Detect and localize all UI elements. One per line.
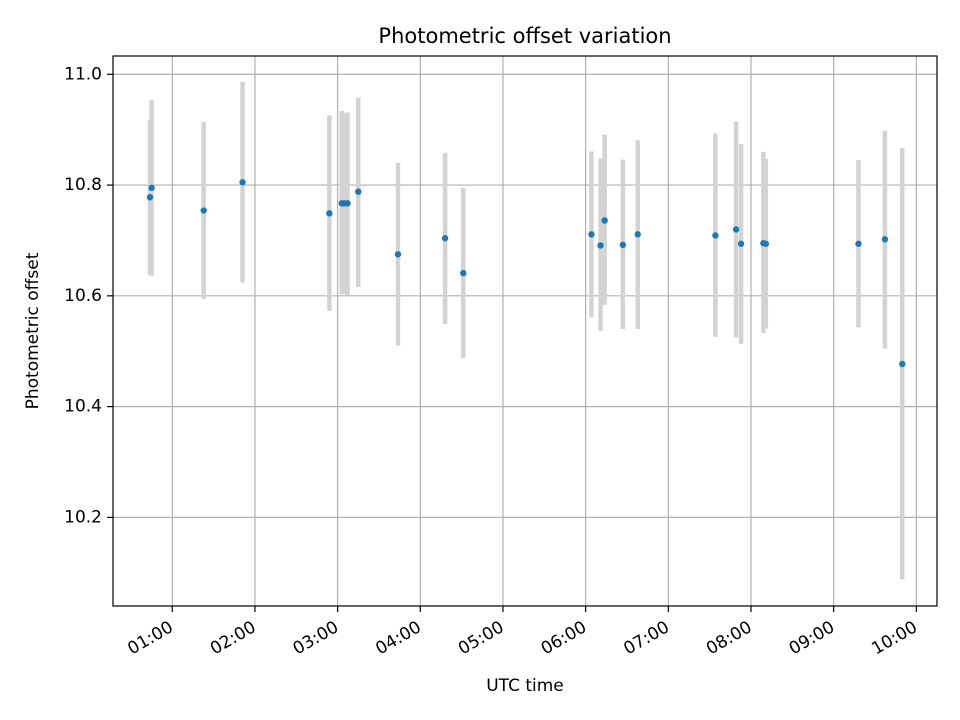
y-tick-label: 11.0 [64, 64, 102, 84]
data-point [355, 188, 362, 195]
y-tick-label: 10.4 [64, 397, 102, 417]
y-tick-label: 10.2 [64, 507, 102, 527]
data-point [588, 231, 595, 238]
data-point [148, 184, 155, 192]
y-tick-label: 10.6 [64, 286, 102, 306]
y-axis-ticks: 10.2 10.4 10.6 10.8 11.0 [64, 64, 113, 527]
chart-title: Photometric offset variation [378, 24, 671, 48]
y-axis-label: Photometric offset [23, 252, 43, 409]
data-point [855, 240, 862, 247]
data-point [460, 269, 467, 277]
data-point [597, 242, 604, 249]
data-point [712, 232, 719, 239]
data-point [899, 360, 906, 368]
data-point [634, 231, 641, 238]
data-point [146, 194, 154, 201]
data-points [146, 179, 906, 368]
data-point [394, 251, 402, 258]
data-point [239, 179, 246, 186]
data-point [441, 235, 449, 242]
data-point [344, 200, 351, 207]
plot-frame [112, 55, 938, 607]
y-tick-label: 10.8 [64, 175, 102, 195]
data-point [619, 241, 627, 249]
data-point [601, 217, 608, 224]
data-point [732, 226, 740, 233]
data-point [200, 207, 207, 214]
data-point [326, 210, 333, 217]
data-point [737, 240, 745, 247]
data-point [762, 240, 770, 247]
data-point [881, 236, 889, 243]
x-axis-label: UTC time [486, 676, 564, 696]
grid [113, 56, 937, 606]
